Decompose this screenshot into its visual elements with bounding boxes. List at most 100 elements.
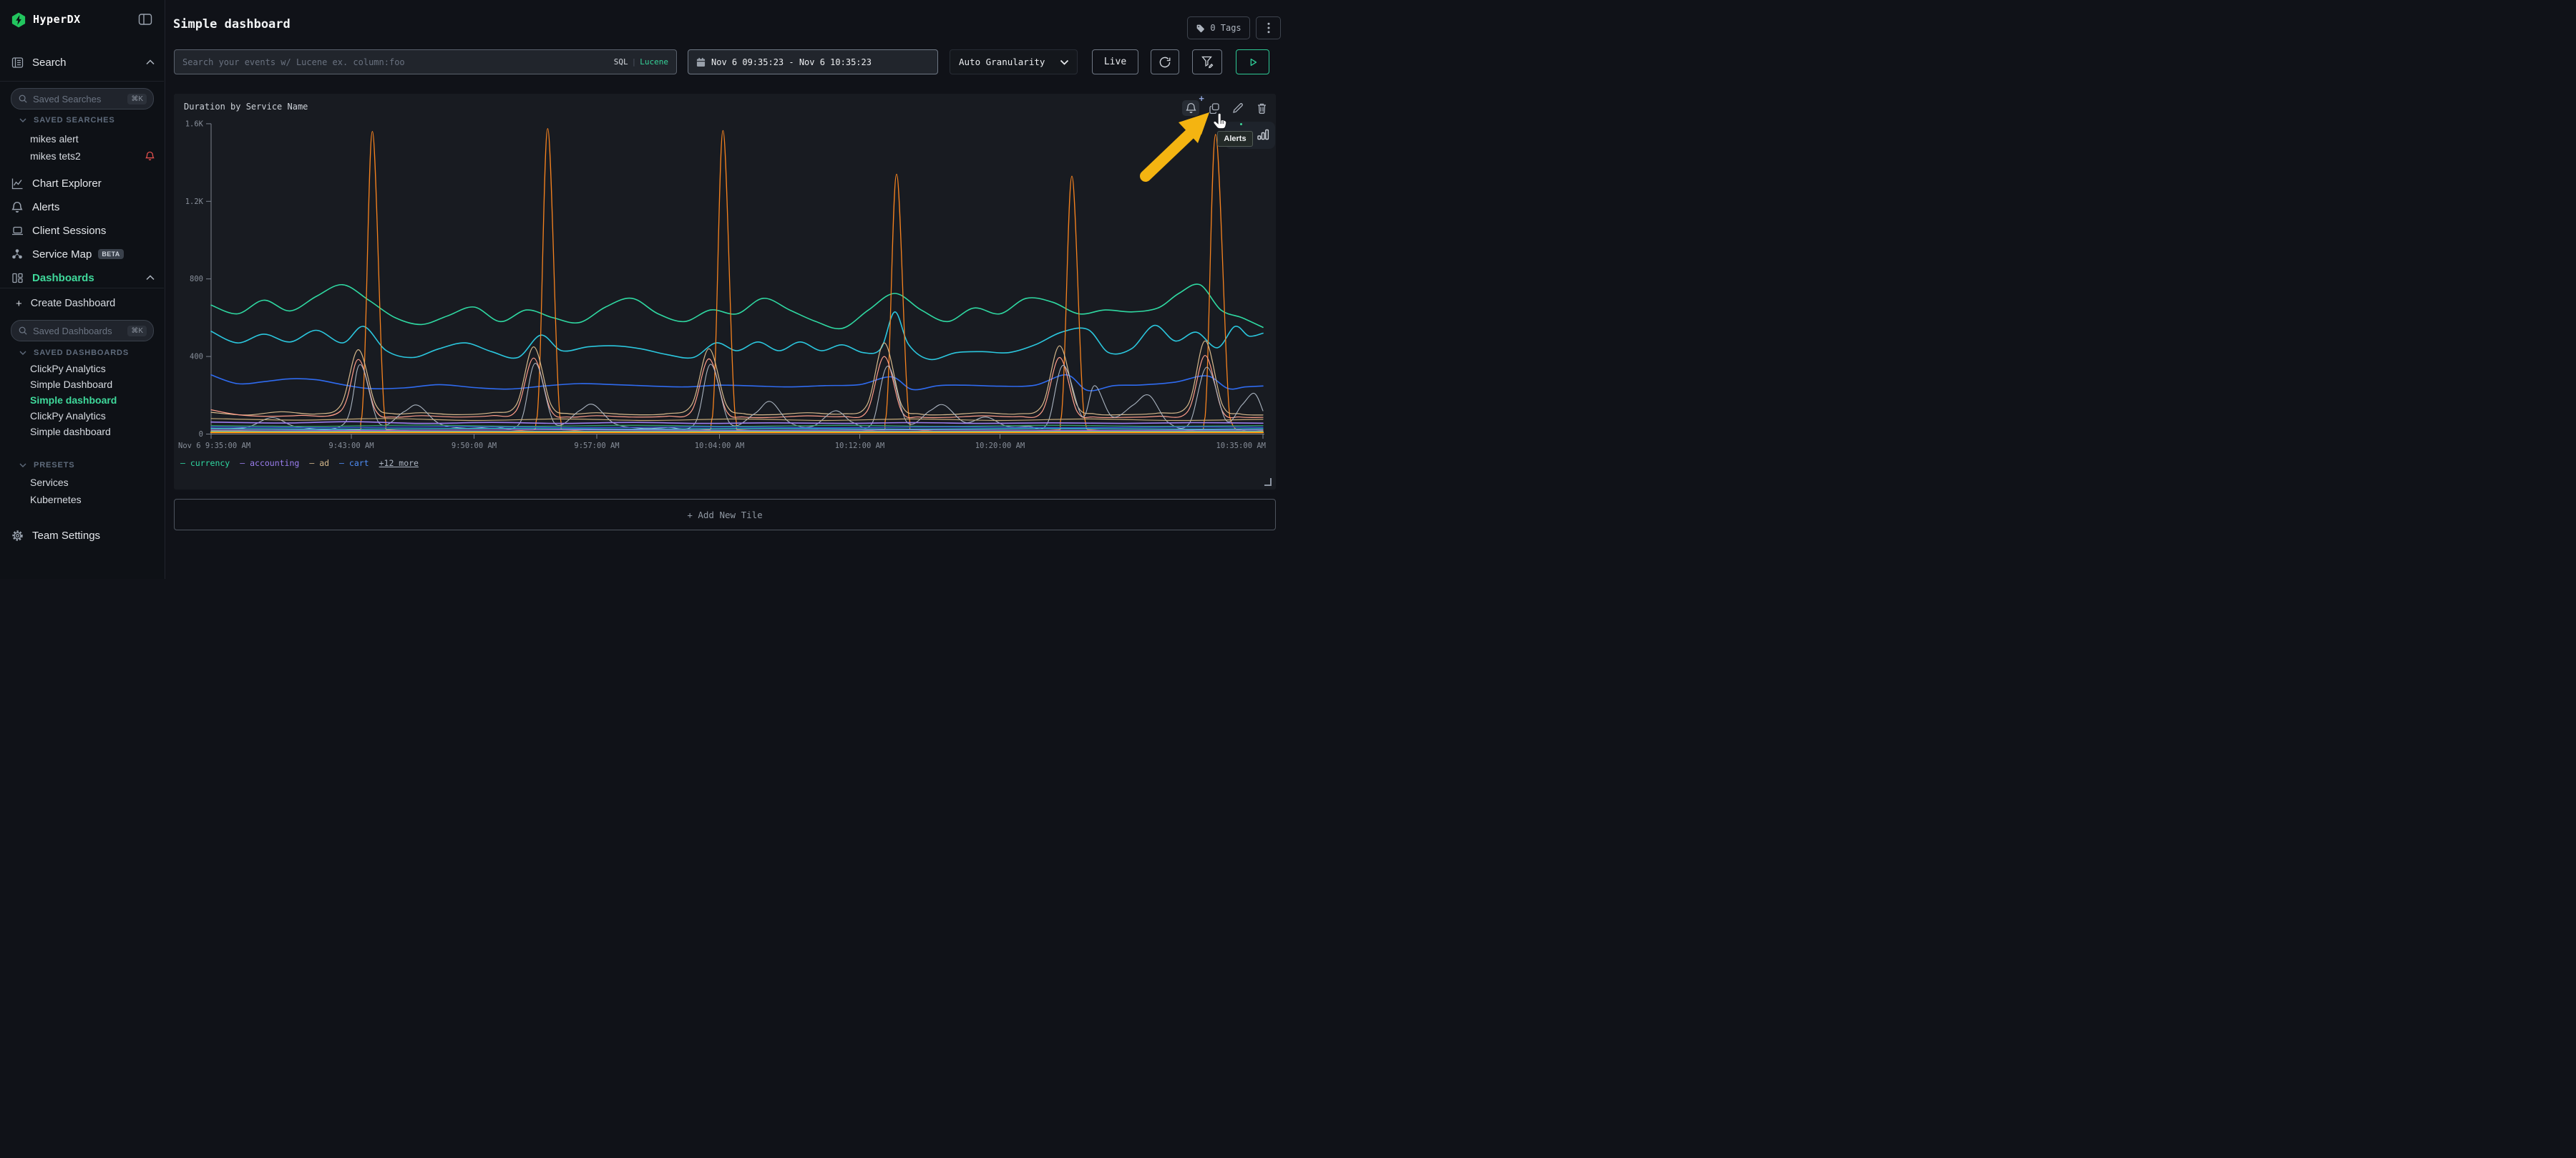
svg-text:400: 400 [190, 353, 203, 361]
presets-header[interactable]: PRESETS [0, 457, 165, 473]
divider [0, 81, 164, 82]
legend-item[interactable]: — cart [339, 458, 369, 468]
page-title: Simple dashboard [173, 17, 291, 31]
duration-chart[interactable]: 0 400 800 1.2K 1.6K Nov 6 9:35:00 AM 9:43:00 A… [175, 115, 1270, 458]
chevron-up-icon [146, 275, 155, 281]
play-icon [1250, 58, 1257, 66]
svg-text:1.6K: 1.6K [185, 120, 204, 128]
alerts-tooltip: Alerts [1217, 131, 1253, 147]
tile-duplicate-button[interactable] [1206, 100, 1223, 116]
time-range-value: Nov 6 09:35:23 - Nov 6 10:35:23 [711, 57, 872, 67]
search-icon [19, 94, 27, 103]
bar-chart-icon [1257, 127, 1269, 142]
hyperdx-logo-icon [11, 12, 26, 28]
dashboards-icon [11, 272, 24, 284]
svg-text:1.2K: 1.2K [185, 198, 204, 206]
chart-legend: — currency — accounting — ad — cart +12 more [180, 458, 419, 468]
saved-dashboards-input[interactable]: Saved Dashboards ⌘K [11, 320, 154, 341]
sidebar-item-client-sessions[interactable]: Client Sessions [0, 220, 165, 241]
legend-item[interactable]: — currency [180, 458, 230, 468]
granularity-value: Auto Granularity [959, 57, 1045, 67]
chevron-down-icon [19, 118, 26, 122]
saved-search-item[interactable]: mikes tets2 [0, 147, 165, 165]
event-search-input[interactable]: Search your events w/ Lucene ex. column:… [174, 49, 677, 74]
search-placeholder: Search your events w/ Lucene ex. column:… [182, 57, 405, 67]
dashboard-tile: Duration by Service Name + 0 400 800 [174, 93, 1276, 490]
legend-item[interactable]: — ad [309, 458, 330, 468]
chart-explorer-icon [11, 177, 24, 190]
refresh-icon [1159, 57, 1171, 67]
saved-searches-placeholder: Saved Searches [33, 93, 102, 104]
saved-dashboard-item[interactable]: ClickPy Analytics [30, 363, 106, 374]
service-map-icon [11, 248, 24, 261]
svg-text:Nov 6 9:35:00 AM: Nov 6 9:35:00 AM [178, 442, 250, 450]
tag-icon [1196, 24, 1205, 32]
bell-icon [1185, 102, 1196, 113]
saved-searches-input[interactable]: Saved Searches ⌘K [11, 88, 154, 110]
saved-dashboard-item-active[interactable]: Simple dashboard [30, 394, 117, 406]
sidebar-item-search[interactable]: Search [0, 52, 165, 73]
tags-button[interactable]: 0 Tags [1187, 16, 1250, 39]
svg-text:10:04:00 AM: 10:04:00 AM [695, 442, 745, 450]
saved-dashboards-placeholder: Saved Dashboards [33, 325, 112, 336]
saved-search-item[interactable]: mikes alert [30, 133, 79, 145]
saved-dashboard-item[interactable]: Simple Dashboard [30, 379, 113, 390]
filter-edit-icon [1201, 56, 1213, 69]
lucene-toggle[interactable]: Lucene [640, 57, 668, 67]
tile-alerts-button[interactable]: + [1182, 93, 1204, 116]
sidebar-item-alerts[interactable]: Alerts [0, 196, 165, 218]
refresh-button[interactable] [1151, 49, 1179, 74]
brand-row: HyperDX [0, 10, 165, 36]
tile-edit-button[interactable] [1229, 100, 1246, 116]
kebab-icon [1267, 22, 1269, 34]
legend-more-link[interactable]: +12 more [379, 458, 419, 468]
saved-dashboard-item[interactable]: ClickPy Analytics [30, 410, 106, 422]
svg-text:800: 800 [190, 275, 203, 283]
plus-icon: + [1199, 93, 1204, 104]
sidebar-item-dashboards[interactable]: Dashboards [0, 267, 165, 288]
svg-text:10:12:00 AM: 10:12:00 AM [835, 442, 885, 450]
saved-dashboards-header[interactable]: SAVED DASHBOARDS [0, 345, 165, 361]
plus-icon: + [16, 297, 22, 310]
run-query-button[interactable] [1236, 49, 1269, 74]
preset-item[interactable]: Kubernetes [30, 494, 82, 505]
create-dashboard-button[interactable]: + Create Dashboard [16, 297, 116, 310]
svg-text:9:43:00 AM: 9:43:00 AM [328, 442, 374, 450]
query-language-toggle: SQL | Lucene [613, 57, 668, 67]
tile-actions: + [1182, 93, 1270, 116]
svg-text:0: 0 [199, 430, 203, 439]
laptop-icon [11, 225, 24, 237]
bell-icon [11, 201, 24, 213]
tile-title: Duration by Service Name [184, 102, 308, 112]
time-range-picker[interactable]: Nov 6 09:35:23 - Nov 6 10:35:23 [688, 49, 938, 74]
alert-bell-icon [145, 151, 155, 161]
sidebar-collapse-icon[interactable] [137, 11, 153, 27]
gear-icon [11, 530, 24, 542]
legend-item[interactable]: — accounting [240, 458, 300, 468]
search-nav-icon [11, 57, 24, 69]
sidebar-item-chart-explorer[interactable]: Chart Explorer [0, 172, 165, 194]
preset-item[interactable]: Services [30, 477, 69, 488]
sidebar-item-team-settings[interactable]: Team Settings [0, 525, 165, 546]
sidebar-item-label: Search [32, 56, 67, 69]
sidebar-item-service-map[interactable]: Service Map BETA [0, 243, 165, 265]
tile-resize-handle[interactable] [1264, 478, 1272, 486]
filter-button[interactable] [1192, 49, 1222, 74]
sql-toggle[interactable]: SQL [613, 57, 628, 67]
kbd-shortcut: ⌘K [127, 93, 147, 104]
brand-name: HyperDX [33, 13, 81, 26]
saved-searches-header[interactable]: SAVED SEARCHES [0, 112, 165, 128]
add-new-tile-button[interactable]: + Add New Tile [174, 499, 1276, 530]
kebab-menu-button[interactable] [1256, 16, 1281, 39]
saved-dashboard-item[interactable]: Simple dashboard [30, 426, 111, 437]
granularity-select[interactable]: Auto Granularity [950, 49, 1078, 74]
calendar-icon [696, 57, 706, 67]
tile-delete-button[interactable] [1253, 100, 1270, 116]
status-dot [1240, 123, 1242, 125]
svg-text:9:50:00 AM: 9:50:00 AM [452, 442, 497, 450]
search-icon [19, 326, 27, 335]
kbd-shortcut: ⌘K [127, 325, 147, 336]
svg-text:10:20:00 AM: 10:20:00 AM [975, 442, 1025, 450]
svg-text:9:57:00 AM: 9:57:00 AM [574, 442, 619, 450]
live-button[interactable]: Live [1092, 49, 1138, 74]
